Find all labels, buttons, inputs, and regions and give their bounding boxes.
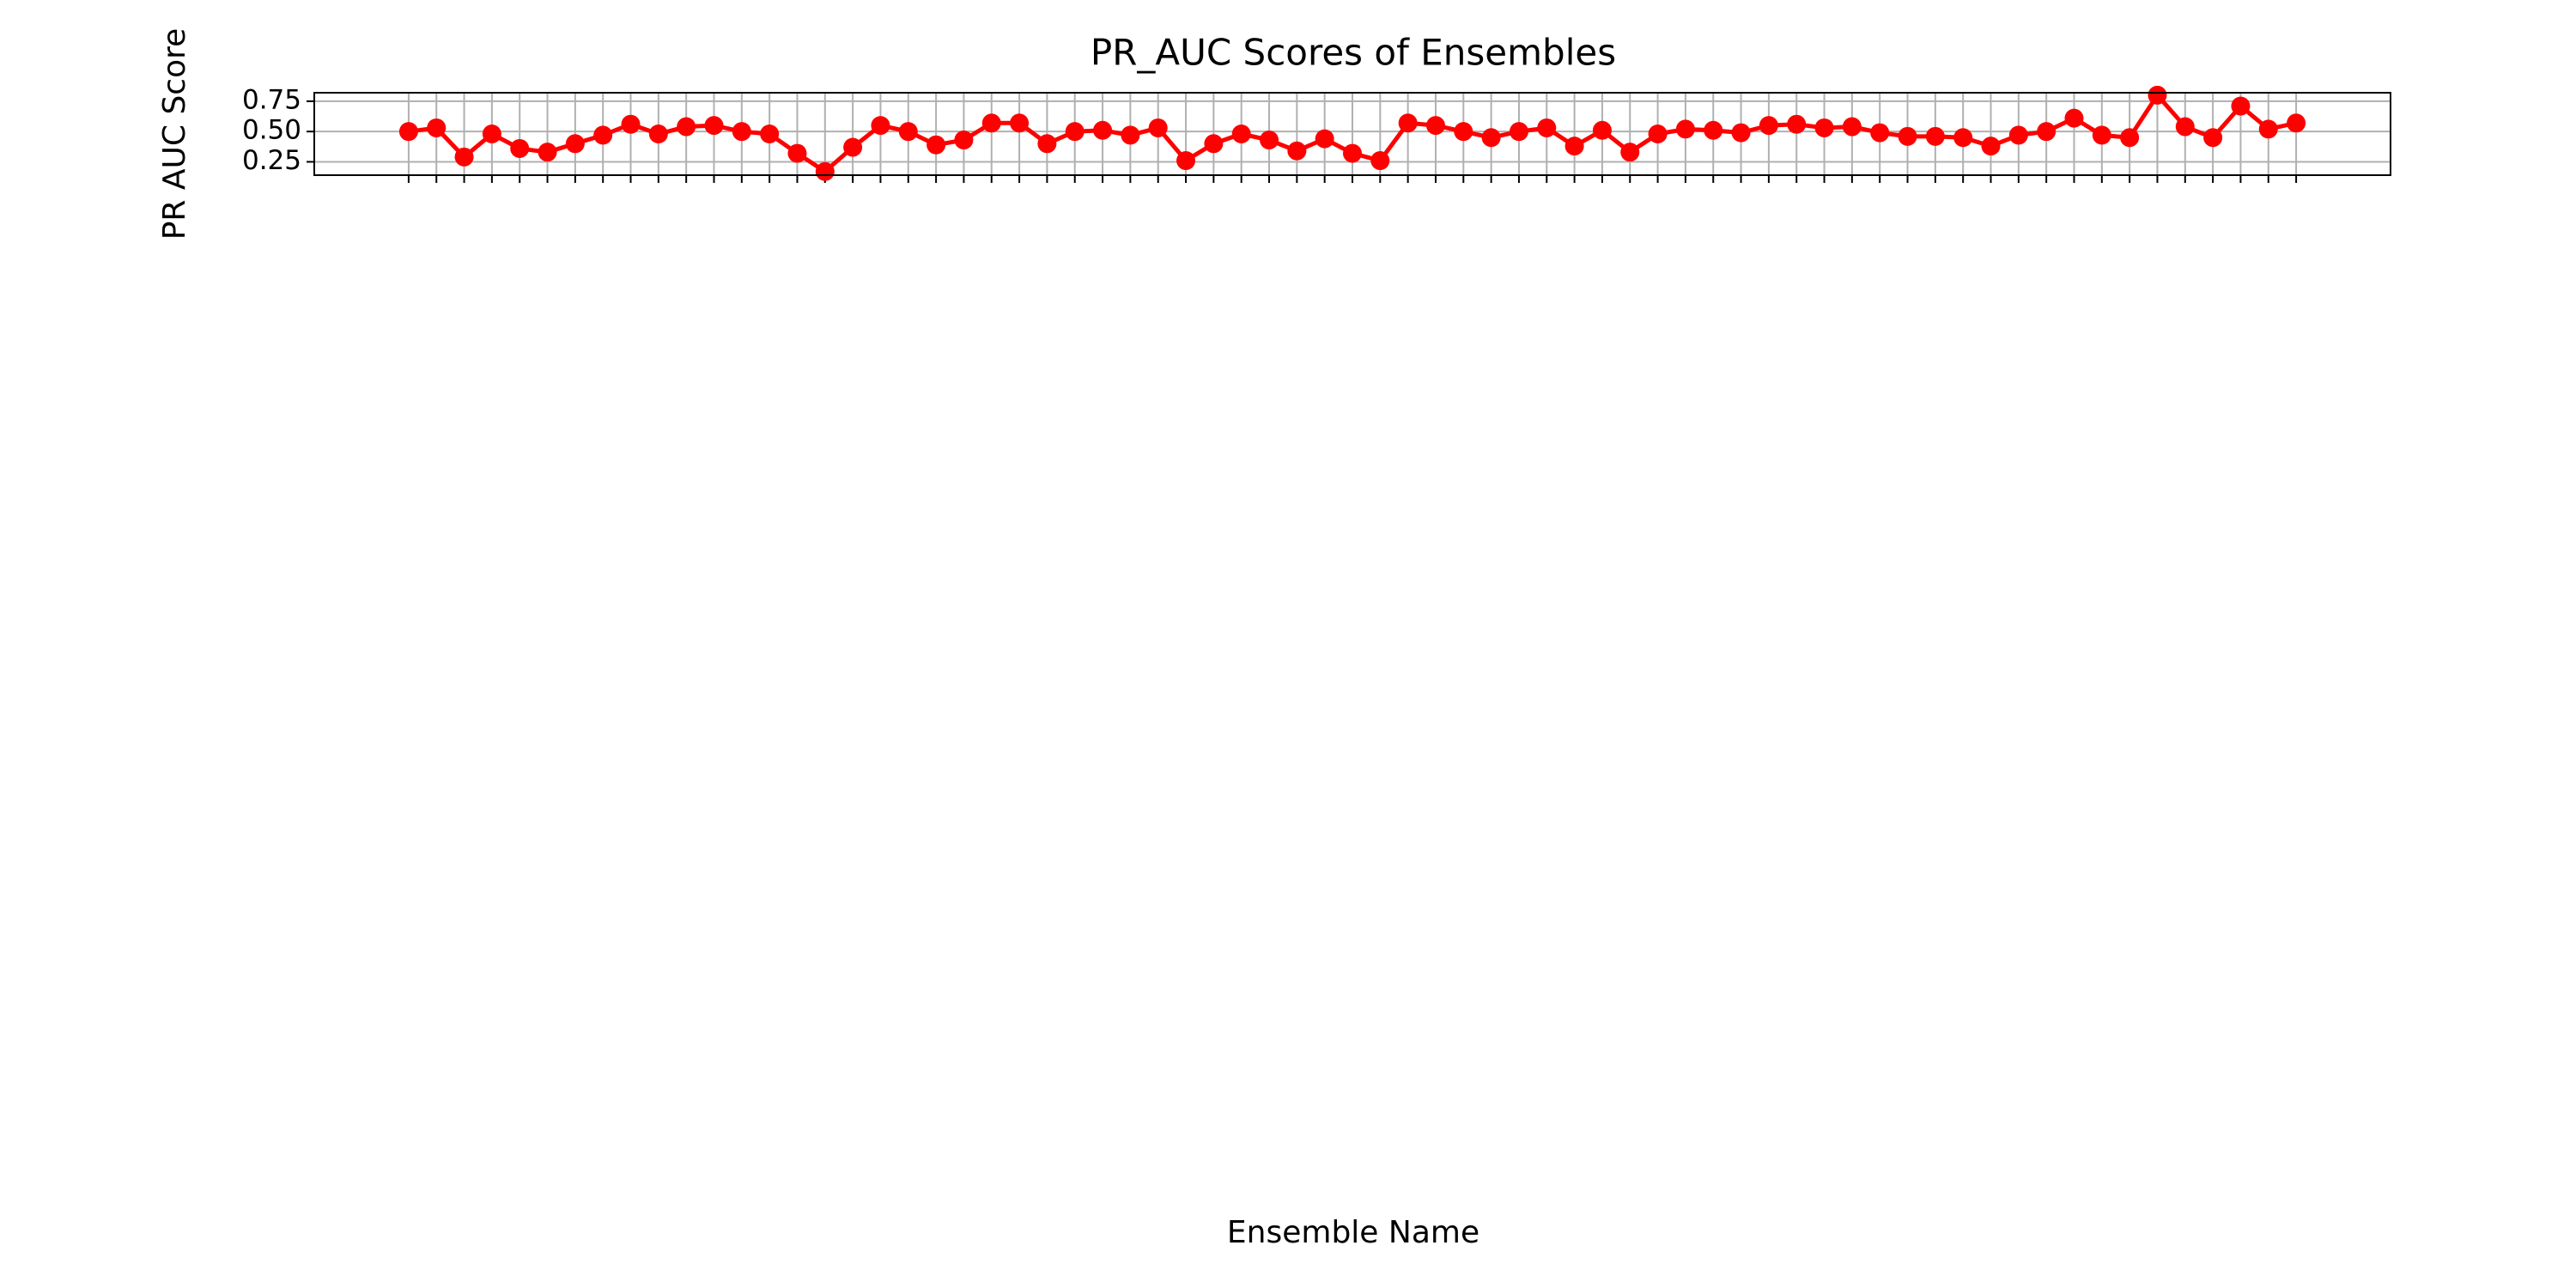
data-point — [1370, 151, 1390, 171]
chart-title: PR_AUC Scores of Ensembles — [1091, 32, 1616, 74]
data-point — [1759, 116, 1778, 136]
data-point — [1704, 120, 1723, 140]
data-point — [1231, 125, 1251, 143]
data-point — [2231, 96, 2251, 116]
data-point — [1509, 122, 1528, 142]
data-point — [1953, 128, 1973, 148]
data-point — [1981, 137, 2001, 156]
data-point — [1842, 117, 1862, 137]
data-point — [981, 113, 1001, 133]
data-point — [2037, 122, 2057, 142]
data-point — [677, 117, 696, 137]
data-point — [593, 125, 613, 145]
y-tick-label: 0.75 — [242, 84, 301, 115]
data-point — [2120, 128, 2140, 148]
data-point — [2203, 128, 2223, 148]
data-point — [1481, 128, 1501, 148]
data-point — [2008, 125, 2028, 145]
x-axis-label: Ensemble Name — [1227, 1215, 1479, 1250]
data-point — [1787, 114, 1807, 134]
data-point — [1065, 122, 1084, 142]
data-point — [1648, 125, 1668, 143]
data-point — [1037, 134, 1057, 154]
data-point — [565, 134, 585, 154]
data-point — [954, 131, 974, 150]
plot-frame — [313, 92, 2391, 176]
grid — [314, 93, 2391, 175]
data-point — [1537, 118, 1557, 137]
data-point — [1675, 119, 1695, 139]
data-point — [1148, 118, 1168, 137]
y-tick-label: 0.50 — [242, 115, 301, 146]
data-point — [1731, 123, 1751, 143]
data-point — [1398, 113, 1418, 133]
data-point — [871, 116, 890, 136]
data-point — [1814, 118, 1834, 137]
data-point — [843, 137, 863, 157]
data-point — [1343, 143, 1362, 163]
data-point — [815, 161, 835, 181]
data-point — [1010, 113, 1030, 133]
data-point — [787, 143, 807, 163]
data-point — [1287, 141, 1307, 161]
data-point — [1176, 151, 1196, 171]
data-point — [1870, 123, 1890, 143]
data-point — [927, 135, 946, 155]
data-point — [510, 138, 530, 158]
data-point — [1925, 126, 1945, 146]
data-point — [2092, 125, 2111, 145]
data-point — [1454, 122, 1473, 142]
data-point — [2148, 85, 2167, 105]
data-point — [648, 125, 668, 143]
data-point — [1121, 125, 1140, 145]
data-point — [760, 125, 780, 143]
data-point — [427, 118, 447, 137]
data-point — [2258, 119, 2278, 139]
data-point — [2175, 117, 2195, 137]
data-point — [1315, 129, 1334, 149]
data-point — [1592, 120, 1612, 140]
data-point — [2287, 113, 2306, 133]
data-point — [704, 116, 724, 136]
data-point — [454, 147, 474, 167]
data-point — [621, 114, 641, 134]
data-point — [1898, 126, 1917, 146]
data-point — [398, 122, 418, 142]
y-tick-label: 0.25 — [242, 145, 301, 176]
data-point — [1093, 120, 1113, 140]
data-point — [732, 122, 751, 142]
data-point — [898, 122, 918, 142]
plot: 0.250.500.75 — [242, 84, 2306, 183]
data-point — [1260, 131, 1279, 150]
data-point — [538, 143, 557, 162]
y-axis-label: PR AUC Score — [157, 28, 192, 240]
data-point — [1204, 134, 1224, 154]
data-point — [1620, 143, 1640, 162]
data-point — [1425, 116, 1445, 136]
data-point — [2064, 108, 2084, 128]
data-point — [1564, 137, 1584, 156]
data-point — [482, 125, 501, 143]
